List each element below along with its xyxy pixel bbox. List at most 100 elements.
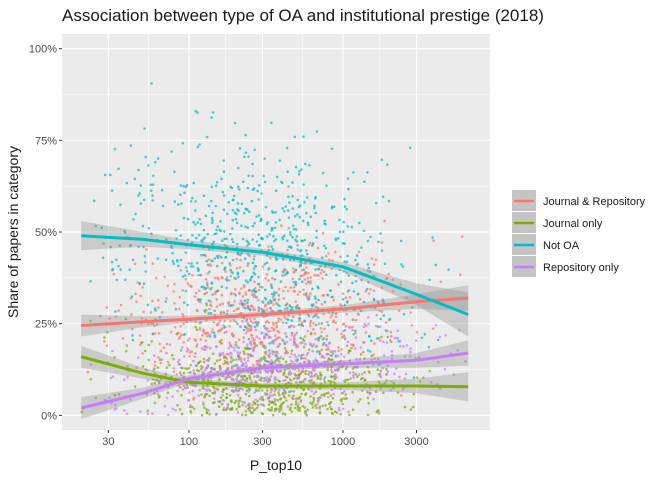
data-point	[292, 286, 296, 289]
data-point	[351, 325, 354, 329]
data-point	[249, 378, 252, 382]
data-point	[155, 323, 159, 326]
data-point	[298, 170, 301, 173]
data-point	[150, 232, 153, 235]
data-point	[176, 404, 179, 407]
data-point	[356, 262, 360, 266]
data-point	[207, 299, 211, 302]
data-point	[157, 331, 161, 335]
data-point	[362, 341, 366, 344]
data-point	[264, 359, 267, 362]
data-point	[286, 289, 290, 293]
data-point	[313, 204, 316, 208]
data-point	[176, 389, 179, 393]
data-point	[367, 401, 371, 405]
data-point	[297, 369, 301, 372]
data-point	[299, 260, 302, 264]
data-point	[302, 380, 305, 383]
data-point	[273, 334, 277, 338]
data-point	[285, 321, 288, 325]
data-point	[192, 220, 195, 224]
data-point	[224, 369, 228, 373]
data-point	[351, 408, 355, 412]
data-point	[278, 410, 281, 413]
data-point	[263, 346, 266, 350]
data-point	[206, 378, 210, 381]
data-point	[265, 393, 268, 397]
data-point	[215, 181, 219, 184]
data-point	[345, 300, 349, 304]
data-point	[296, 376, 300, 380]
data-point	[300, 239, 304, 243]
data-point	[300, 341, 304, 345]
data-point	[382, 354, 386, 357]
data-point	[270, 292, 274, 296]
data-point	[189, 411, 193, 414]
data-point	[251, 403, 254, 407]
data-point	[173, 325, 177, 329]
data-point	[368, 270, 372, 273]
data-point	[130, 313, 133, 316]
data-point	[325, 184, 328, 187]
data-point	[311, 382, 315, 386]
data-point	[324, 273, 328, 277]
data-point	[268, 342, 272, 345]
data-point	[221, 398, 225, 402]
data-point	[299, 264, 302, 267]
data-point	[355, 365, 358, 369]
data-point	[292, 377, 296, 380]
data-point	[195, 343, 199, 346]
data-point	[368, 391, 371, 394]
data-point	[131, 338, 135, 342]
data-point	[325, 254, 328, 258]
data-point	[390, 349, 394, 353]
x-tick-label: 100	[180, 436, 198, 448]
data-point	[261, 301, 265, 304]
data-point	[206, 334, 209, 338]
data-point	[305, 413, 309, 417]
data-point	[158, 395, 161, 398]
data-point	[237, 373, 241, 377]
data-point	[292, 227, 296, 231]
data-point	[370, 339, 373, 343]
data-point	[422, 376, 425, 380]
data-point	[311, 366, 315, 370]
data-point	[256, 403, 260, 407]
data-point	[309, 401, 312, 405]
data-point	[119, 203, 122, 207]
data-point	[296, 248, 300, 251]
data-point	[250, 276, 253, 279]
data-point	[452, 373, 456, 376]
data-point	[345, 313, 349, 316]
data-point	[380, 241, 384, 244]
data-point	[246, 321, 249, 325]
data-point	[304, 410, 308, 414]
data-point	[197, 268, 200, 271]
data-point	[264, 321, 268, 324]
data-point	[220, 338, 223, 342]
data-point	[271, 227, 274, 231]
data-point	[274, 269, 278, 272]
data-point	[347, 274, 351, 277]
data-point	[205, 291, 208, 295]
data-point	[238, 188, 241, 191]
data-point	[243, 155, 246, 159]
data-point	[113, 356, 116, 359]
data-point	[363, 371, 367, 374]
data-point	[189, 363, 192, 367]
data-point	[213, 362, 217, 365]
data-point	[364, 289, 368, 293]
data-point	[459, 273, 462, 277]
data-point	[278, 360, 281, 363]
data-point	[341, 329, 345, 333]
data-point	[246, 343, 249, 347]
data-point	[263, 180, 267, 184]
legend-label: Journal only	[543, 218, 603, 230]
data-point	[255, 335, 259, 339]
data-point	[322, 378, 326, 381]
data-point	[225, 360, 229, 364]
data-point	[198, 328, 202, 331]
data-point	[367, 280, 370, 284]
data-point	[226, 375, 230, 378]
data-point	[387, 272, 391, 276]
